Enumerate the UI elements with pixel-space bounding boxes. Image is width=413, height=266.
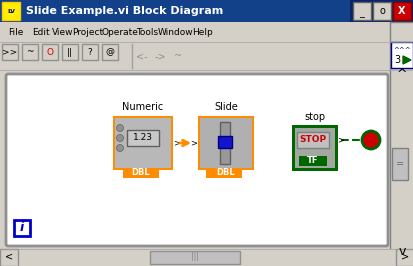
- Text: ^^^: ^^^: [392, 47, 410, 53]
- FancyBboxPatch shape: [294, 128, 334, 168]
- FancyBboxPatch shape: [197, 116, 254, 170]
- Circle shape: [361, 131, 379, 149]
- Text: o: o: [378, 6, 384, 16]
- FancyBboxPatch shape: [395, 249, 413, 266]
- Text: ?: ?: [88, 48, 92, 56]
- FancyBboxPatch shape: [113, 116, 173, 170]
- Text: Help: Help: [192, 27, 212, 36]
- Text: File: File: [8, 27, 23, 36]
- Text: Tools: Tools: [136, 27, 158, 36]
- FancyBboxPatch shape: [352, 2, 370, 20]
- Text: =: =: [395, 159, 403, 169]
- FancyBboxPatch shape: [390, 42, 412, 68]
- Text: ~: ~: [26, 48, 34, 56]
- Text: 1.23: 1.23: [133, 134, 153, 143]
- Text: ->: ->: [154, 51, 166, 61]
- Text: i: i: [20, 222, 24, 235]
- FancyBboxPatch shape: [2, 44, 18, 60]
- FancyBboxPatch shape: [82, 44, 98, 60]
- FancyBboxPatch shape: [218, 136, 231, 148]
- FancyBboxPatch shape: [14, 220, 30, 236]
- FancyBboxPatch shape: [62, 44, 78, 60]
- FancyBboxPatch shape: [0, 42, 389, 70]
- Text: >: >: [173, 139, 180, 148]
- Text: >>: >>: [2, 48, 18, 56]
- Text: ^: ^: [396, 68, 406, 81]
- Text: LV: LV: [7, 9, 15, 14]
- FancyBboxPatch shape: [0, 0, 413, 22]
- Text: TF: TF: [306, 156, 318, 165]
- FancyBboxPatch shape: [391, 148, 407, 180]
- Text: Window: Window: [158, 27, 193, 36]
- FancyBboxPatch shape: [296, 132, 328, 148]
- FancyBboxPatch shape: [389, 22, 413, 252]
- Text: Project: Project: [72, 27, 103, 36]
- Text: View: View: [52, 27, 74, 36]
- Text: _: _: [359, 8, 363, 18]
- FancyBboxPatch shape: [0, 22, 413, 42]
- FancyBboxPatch shape: [123, 168, 159, 178]
- FancyBboxPatch shape: [298, 156, 326, 166]
- FancyBboxPatch shape: [199, 118, 252, 168]
- FancyBboxPatch shape: [6, 74, 387, 246]
- FancyBboxPatch shape: [206, 168, 242, 178]
- Text: O: O: [46, 48, 53, 56]
- Text: X: X: [397, 6, 405, 16]
- Text: Numeric: Numeric: [122, 102, 163, 112]
- FancyBboxPatch shape: [150, 251, 240, 264]
- Text: v: v: [397, 246, 405, 259]
- FancyBboxPatch shape: [219, 122, 230, 164]
- FancyBboxPatch shape: [0, 0, 349, 22]
- Text: >: >: [400, 252, 408, 262]
- FancyBboxPatch shape: [0, 249, 18, 266]
- Text: DBL: DBL: [216, 168, 235, 177]
- Text: DBL: DBL: [131, 168, 150, 177]
- Text: Slide: Slide: [214, 102, 237, 112]
- FancyBboxPatch shape: [22, 44, 38, 60]
- Polygon shape: [402, 56, 410, 64]
- FancyBboxPatch shape: [2, 2, 20, 20]
- Text: stop: stop: [304, 112, 325, 122]
- FancyBboxPatch shape: [372, 2, 390, 20]
- FancyBboxPatch shape: [42, 44, 58, 60]
- FancyBboxPatch shape: [291, 125, 337, 171]
- Text: ~: ~: [173, 51, 182, 61]
- FancyBboxPatch shape: [115, 118, 171, 168]
- Text: <: <: [5, 252, 13, 262]
- Text: Slide Example.vi Block Diagram: Slide Example.vi Block Diagram: [26, 6, 223, 16]
- Text: >: >: [336, 135, 343, 144]
- FancyBboxPatch shape: [0, 249, 413, 266]
- FancyBboxPatch shape: [102, 44, 118, 60]
- Text: <-: <-: [136, 51, 147, 61]
- Text: ||: ||: [67, 48, 73, 56]
- FancyBboxPatch shape: [392, 2, 410, 20]
- FancyBboxPatch shape: [127, 130, 159, 146]
- Text: Edit: Edit: [32, 27, 50, 36]
- Circle shape: [116, 124, 123, 131]
- Text: 3: 3: [393, 55, 399, 65]
- Text: STOP: STOP: [299, 135, 326, 144]
- Text: >: >: [190, 139, 197, 148]
- Text: Operate: Operate: [102, 27, 138, 36]
- Text: @: @: [105, 48, 114, 56]
- Circle shape: [116, 135, 123, 142]
- Circle shape: [116, 144, 123, 152]
- Text: |||: |||: [191, 252, 199, 261]
